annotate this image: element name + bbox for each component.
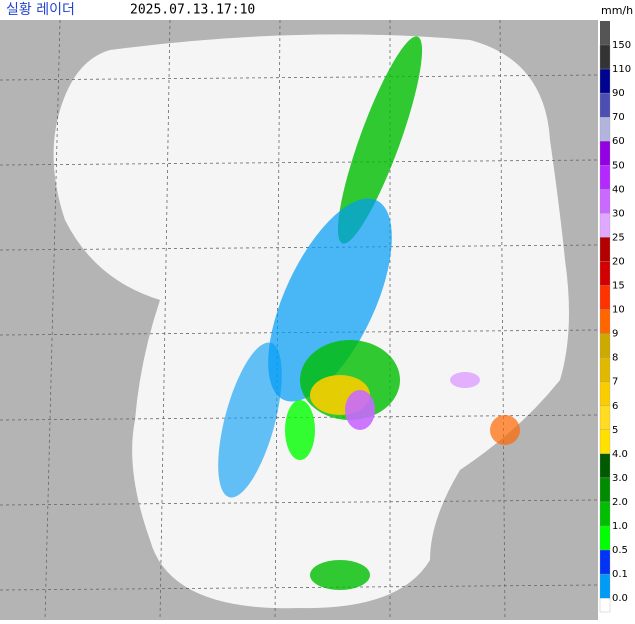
- legend-label: 7: [612, 377, 618, 388]
- legend-label: 40: [612, 184, 625, 195]
- legend-swatch: [599, 165, 611, 190]
- legend-label: 25: [612, 232, 625, 243]
- legend-swatch: [599, 68, 611, 94]
- legend-label: 30: [612, 208, 625, 219]
- legend-swatch: [599, 453, 611, 479]
- legend-swatch: [599, 501, 611, 527]
- title: 실황 레이더: [6, 2, 75, 18]
- legend-swatch: [599, 477, 611, 503]
- legend-label: 70: [612, 112, 625, 123]
- legend-label: 15: [612, 281, 625, 292]
- legend-swatch: [599, 598, 611, 613]
- legend-label: 110: [612, 64, 631, 75]
- legend-swatch: [599, 573, 611, 599]
- legend-label: 5: [612, 425, 618, 436]
- legend-swatch: [599, 357, 611, 382]
- rain-echoes: [218, 36, 520, 590]
- legend-swatch: [599, 429, 611, 454]
- legend-swatch: [599, 549, 611, 575]
- legend-label: 10: [612, 305, 625, 316]
- legend-label: 90: [612, 88, 625, 99]
- legend-swatch: [599, 117, 611, 142]
- legend-top-swatch: [600, 21, 610, 45]
- legend-swatch: [599, 309, 611, 334]
- legend-label: 0.1: [612, 569, 628, 580]
- legend-label: 8: [612, 353, 618, 364]
- legend-label: 9: [612, 329, 618, 340]
- legend-label: 0.5: [612, 545, 628, 556]
- legend: 150 110 90 70 60 50 40 30 25 20 15 10 9 8 7 6 5 4.0 3.0 2.0…: [599, 21, 631, 613]
- legend-label: 6: [612, 401, 618, 412]
- legend-label: 50: [612, 160, 625, 171]
- legend-label: 4.0: [612, 449, 628, 460]
- legend-swatch: [599, 189, 611, 214]
- legend-swatch: [599, 525, 611, 551]
- legend-swatch: [599, 237, 611, 262]
- legend-label: 20: [612, 256, 625, 267]
- legend-label: 1.0: [612, 521, 628, 532]
- legend-label: 2.0: [612, 497, 628, 508]
- legend-swatch: [599, 141, 611, 166]
- map: [0, 19, 599, 621]
- legend-swatch: [599, 285, 611, 310]
- legend-label: 0.0: [612, 593, 628, 604]
- legend-swatch: [599, 405, 611, 430]
- timestamp: 2025.07.13.17:10: [130, 3, 255, 18]
- legend-swatch: [599, 261, 611, 286]
- legend-swatch: [599, 333, 611, 358]
- legend-swatch: [599, 44, 611, 70]
- legend-swatch: [599, 92, 611, 118]
- legend-swatch: [599, 381, 611, 406]
- legend-label: 60: [612, 136, 625, 147]
- unit: mm/h: [601, 4, 633, 17]
- legend-swatch: [599, 213, 611, 238]
- legend-label: 3.0: [612, 473, 628, 484]
- legend-label: 150: [612, 40, 631, 51]
